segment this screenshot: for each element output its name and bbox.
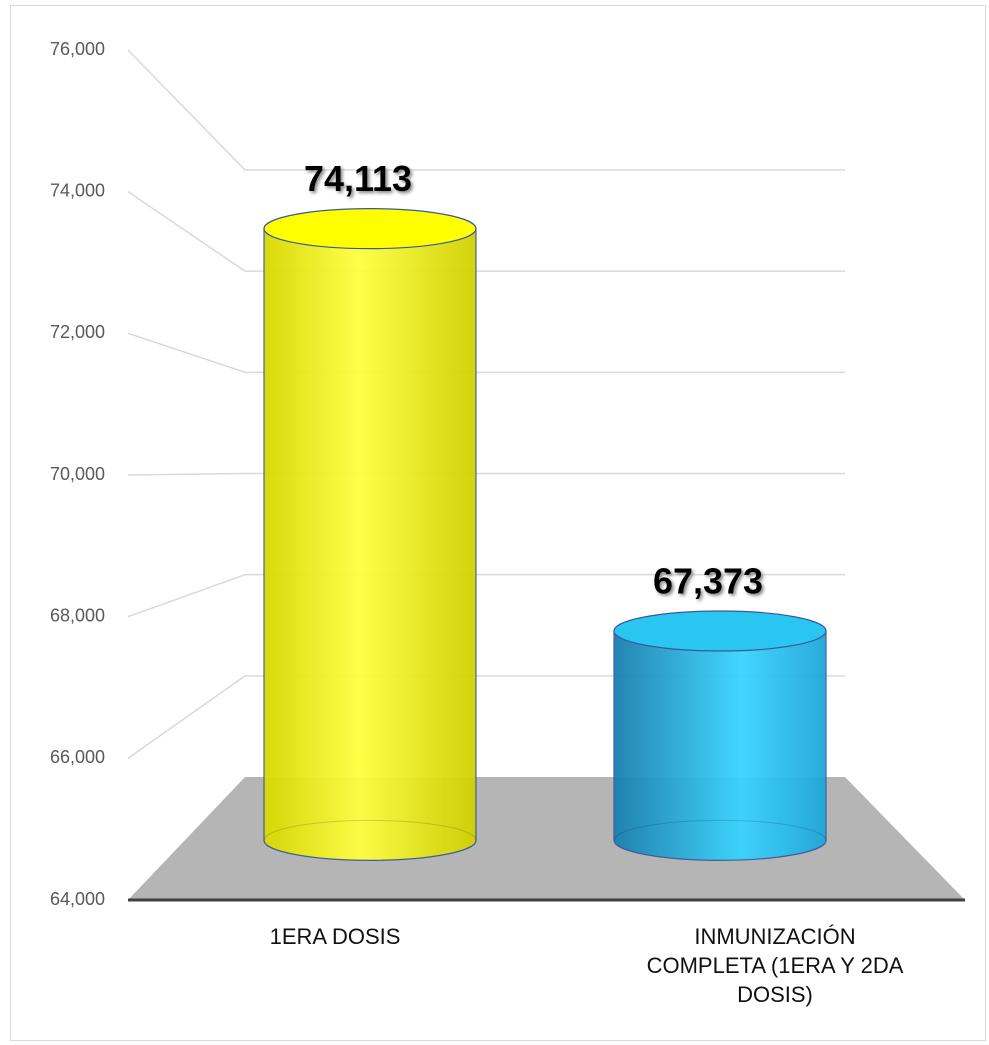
x-tick-line: DOSIS) xyxy=(737,982,813,1007)
grid-line xyxy=(127,472,246,476)
floor xyxy=(128,777,965,900)
cylinder xyxy=(613,610,827,861)
cylinder-back-edge xyxy=(613,819,827,841)
x-tick-line: COMPLETA (1ERA Y 2DA xyxy=(647,953,904,978)
frame xyxy=(10,5,986,1041)
value-label: 74,113 xyxy=(304,158,412,199)
value-label: 67,373 xyxy=(653,561,763,602)
grid-line xyxy=(127,49,246,171)
y-tick-label: 76,000 xyxy=(50,39,105,59)
y-tick-label: 66,000 xyxy=(50,747,105,767)
y-tick-label: 74,000 xyxy=(50,180,105,200)
x-tick-line: 1ERA DOSIS xyxy=(270,924,401,949)
cylinder-body xyxy=(613,630,827,861)
grid-line xyxy=(127,191,246,272)
cylinder-top xyxy=(613,610,827,652)
grid-line xyxy=(127,675,246,759)
cylinder-back-edge xyxy=(263,819,477,841)
cylinder-top xyxy=(263,208,477,250)
x-tick-label: INMUNIZACIÓN COMPLETA (1ERA Y 2DA DOSIS) xyxy=(647,924,904,1007)
y-tick-label: 72,000 xyxy=(50,322,105,342)
x-tick-label: 1ERA DOSIS xyxy=(270,924,401,949)
y-tick-label: 70,000 xyxy=(50,464,105,484)
cylinder xyxy=(263,208,477,861)
y-tick-label: 68,000 xyxy=(50,605,105,625)
x-tick-line: INMUNIZACIÓN xyxy=(694,924,855,949)
grid-line xyxy=(127,332,246,374)
cylinder-body xyxy=(263,228,477,861)
y-tick-label: 64,000 xyxy=(50,889,105,909)
grid-line xyxy=(127,573,246,618)
